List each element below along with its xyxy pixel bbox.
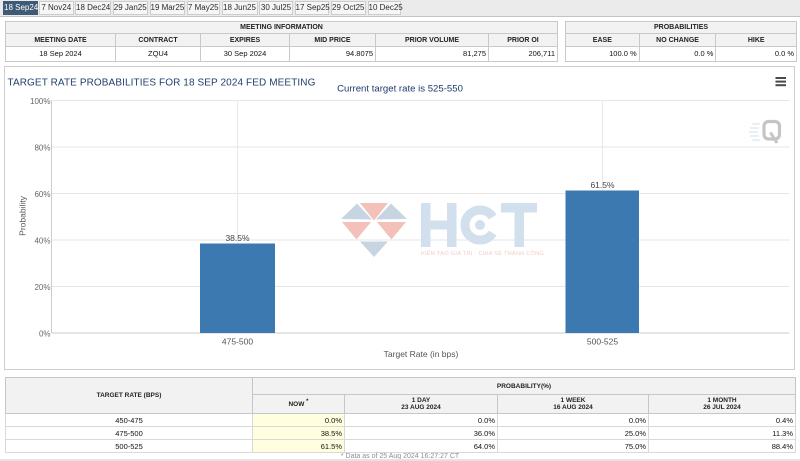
svg-text:500-525: 500-525	[587, 337, 618, 347]
svg-text:0%: 0%	[39, 330, 51, 339]
svg-text:Target Rate (in bps): Target Rate (in bps)	[384, 349, 459, 359]
svg-text:80%: 80%	[34, 144, 50, 153]
svg-text:40%: 40%	[34, 237, 50, 246]
svg-text:KIẾN TẠO GIÁ TRỊ - CHIA SẺ THÀ: KIẾN TẠO GIÁ TRỊ - CHIA SẺ THÀNH CÔNG	[421, 250, 544, 257]
svg-text:60%: 60%	[34, 190, 50, 199]
svg-text:20%: 20%	[34, 283, 50, 292]
svg-text:TARGET RATE PROBABILITIES FOR: TARGET RATE PROBABILITIES FOR 18 SEP 202…	[8, 78, 316, 89]
svg-text:61.5%: 61.5%	[590, 180, 615, 190]
svg-text:38.5%: 38.5%	[225, 233, 250, 243]
svg-text:Probability: Probability	[18, 195, 28, 235]
svg-text:475-500: 475-500	[222, 337, 253, 347]
svg-text:Current target rate is 525-550: Current target rate is 525-550	[337, 84, 463, 95]
svg-text:100%: 100%	[30, 97, 50, 106]
